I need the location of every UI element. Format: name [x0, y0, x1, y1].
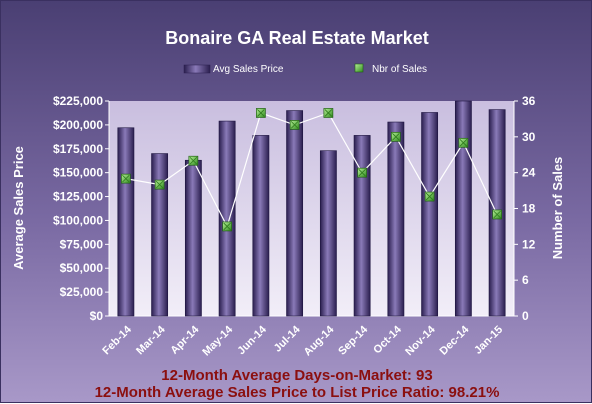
- y2-tick-label: 0: [522, 309, 529, 323]
- bar-avg-sales-price: [184, 159, 202, 317]
- x-tick-label: Oct-14: [371, 323, 404, 356]
- footer-price-ratio: 12-Month Average Sales Price to List Pri…: [94, 384, 500, 401]
- marker-cross: [392, 133, 400, 141]
- y-tick-label: $175,000: [53, 142, 103, 156]
- y2-tick-label: 30: [522, 130, 536, 144]
- y-tick-label: $150,000: [53, 166, 103, 180]
- y2-axis-title: Number of Sales: [550, 157, 565, 260]
- y2-tick-label: 36: [522, 94, 536, 108]
- y2-tick-label: 6: [522, 273, 529, 287]
- marker-cross: [122, 174, 130, 183]
- legend-label-avg-sales-price: Avg Sales Price: [213, 64, 284, 75]
- marker-cross: [257, 109, 265, 117]
- plot-area: [109, 101, 514, 316]
- marker-cross: [223, 222, 231, 231]
- x-tick-label: Mar-14: [134, 323, 168, 357]
- x-tick-label: Sep-14: [336, 323, 371, 358]
- marker-cross: [324, 109, 333, 117]
- x-tick-label: Dec-14: [437, 323, 472, 358]
- legend-label-nbr-of-sales: Nbr of Sales: [372, 64, 427, 75]
- bar-avg-sales-price: [319, 150, 337, 317]
- y-tick-label: $225,000: [53, 94, 103, 108]
- y-tick-label: $0: [90, 309, 104, 323]
- x-tick-label: Feb-14: [100, 323, 134, 357]
- x-tick-label: Aug-14: [302, 323, 337, 358]
- y-tick-label: $75,000: [60, 237, 104, 251]
- x-tick-label: May-14: [200, 323, 235, 358]
- bar-avg-sales-price: [286, 110, 304, 317]
- bar-avg-sales-price: [387, 121, 405, 317]
- line-nbr-of-sales: [125, 112, 498, 229]
- y-tick-label: $125,000: [53, 190, 103, 204]
- marker-cross: [493, 210, 501, 219]
- x-tick-label: Nov-14: [403, 323, 438, 358]
- marker-cross: [358, 168, 366, 177]
- y-tick-label: $50,000: [60, 261, 104, 275]
- line-series: [121, 108, 502, 232]
- marker-cross: [189, 156, 198, 165]
- bar-avg-sales-price: [151, 153, 169, 317]
- y-tick-label: $100,000: [53, 213, 103, 227]
- y2-tick-label: 24: [522, 166, 536, 180]
- marker-cross: [155, 180, 164, 189]
- y-tick-label: $25,000: [60, 285, 104, 299]
- bar-avg-sales-price: [421, 112, 439, 317]
- y-axis-title: Average Sales Price: [11, 146, 26, 270]
- x-tick-label: Jan-15: [472, 324, 505, 357]
- bar-avg-sales-price: [353, 135, 371, 317]
- y-tick-label: $200,000: [53, 118, 103, 132]
- footer-days-on-market: 12-Month Average Days-on-Market: 93: [161, 367, 433, 384]
- marker-cross: [290, 121, 299, 129]
- chart-title: Bonaire GA Real Estate Market: [165, 28, 428, 48]
- bar-avg-sales-price: [454, 100, 472, 317]
- x-tick-label: Apr-14: [168, 323, 202, 357]
- legend-swatch-avg-sales-price: [183, 64, 211, 74]
- bar-avg-sales-price: [218, 120, 236, 317]
- bar-series: [117, 100, 506, 317]
- y2-axis-ticks: 0 6 12 18 24 30 36: [513, 94, 536, 323]
- y-axis-ticks: $0 $25,000 $50,000 $75,000 $100,000 $125,000 $…: [53, 94, 110, 323]
- marker-cross: [425, 192, 434, 201]
- y2-tick-label: 18: [522, 202, 536, 216]
- x-tick-label: Jul-14: [272, 323, 304, 355]
- marker-cross: [459, 139, 468, 147]
- legend-swatch-nbr-of-sales: [354, 63, 364, 73]
- legend: Avg Sales Price Nbr of Sales: [183, 63, 427, 75]
- y2-tick-label: 12: [522, 237, 536, 251]
- bar-avg-sales-price: [252, 135, 270, 317]
- x-tick-label: Jun-14: [235, 323, 269, 357]
- bar-avg-sales-price: [117, 127, 135, 317]
